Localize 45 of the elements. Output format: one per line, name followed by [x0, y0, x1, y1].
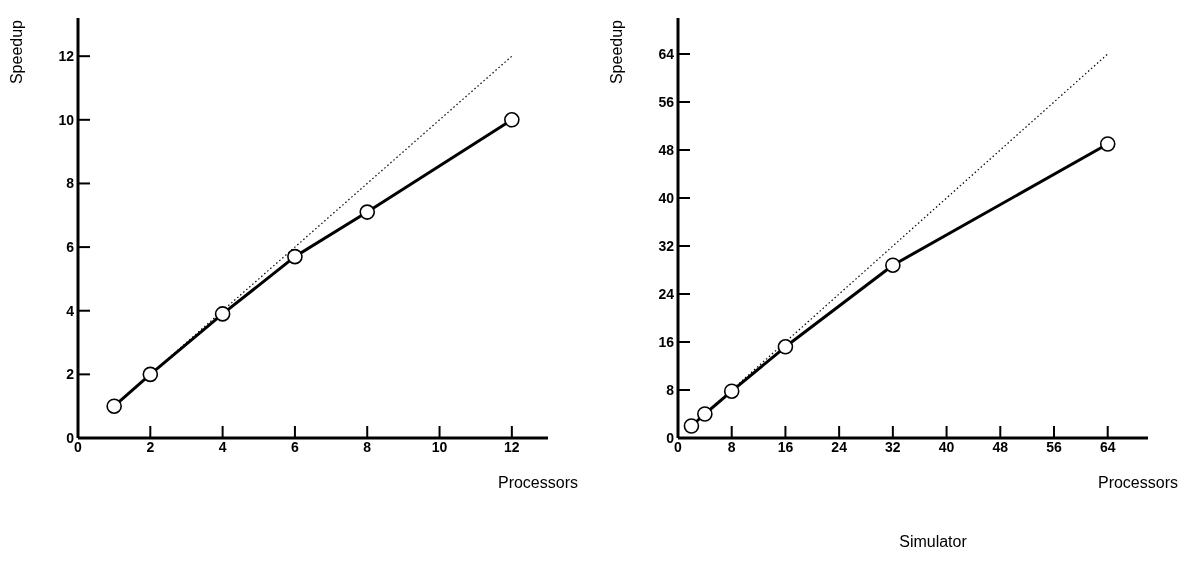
y-tick-label: 4	[66, 302, 75, 319]
point	[1099, 136, 1116, 152]
x-axis-title: Processors	[497, 474, 578, 492]
point	[885, 257, 901, 273]
x-tick-label: 16	[777, 438, 794, 455]
y-tick-label: 64	[658, 45, 675, 62]
x-tick-label: 24	[831, 438, 848, 455]
y-tick-label: 40	[658, 189, 675, 206]
y-tick-label: 56	[658, 93, 675, 110]
point	[106, 398, 122, 414]
point	[777, 339, 794, 355]
x-tick-label: 8	[363, 438, 372, 455]
point	[287, 248, 303, 265]
x-tick-label: 48	[992, 438, 1009, 455]
y-tick-label: 12	[58, 48, 75, 65]
y-tick-label: 2	[66, 366, 75, 383]
point	[723, 383, 740, 399]
x-tick-label: 2	[146, 438, 155, 455]
point	[683, 418, 700, 434]
y-tick-label: 48	[658, 141, 675, 158]
x-tick-label: 56	[1046, 438, 1062, 455]
point	[359, 204, 376, 220]
y-axis-title: Speedup	[608, 20, 626, 85]
point	[697, 406, 713, 422]
y-tick-label: 10	[58, 111, 75, 128]
x-tick-label: 32	[885, 438, 901, 455]
y-tick-label: 16	[658, 333, 675, 350]
x-tick-label: 4	[218, 438, 227, 455]
point	[214, 306, 231, 322]
y-tick-label: 8	[66, 175, 75, 192]
text: Simulator	[898, 533, 968, 551]
y-tick-label: 24	[658, 285, 675, 302]
y-tick-label: 32	[658, 237, 675, 254]
y-axis-title: Speedup	[8, 20, 26, 85]
y-tick-label: 6	[66, 239, 75, 256]
x-tick-label: 64	[1099, 438, 1116, 455]
x-tick-label: 40	[938, 438, 955, 455]
x-tick-label: 6	[291, 438, 300, 455]
x-axis-title: Processors	[1097, 474, 1178, 492]
point	[504, 112, 520, 128]
x-tick-label: 12	[504, 438, 520, 455]
x-tick-label: 8	[727, 438, 736, 455]
x-tick-label: 10	[431, 438, 448, 455]
point	[142, 366, 159, 383]
y-tick-label: 8	[666, 381, 675, 398]
